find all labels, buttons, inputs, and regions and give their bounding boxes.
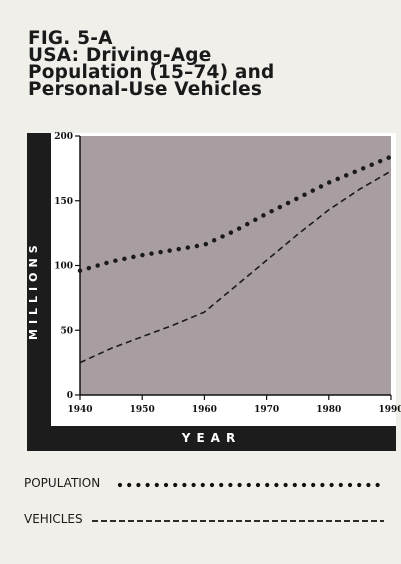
figure-title-line: Population (15–74) and: [28, 62, 275, 83]
legend-vehicles-label: VEHICLES: [24, 512, 83, 526]
y-axis-band: [27, 133, 51, 451]
series-vehicles-line: [79, 170, 392, 364]
figure-title-line: Personal-Use Vehicles: [28, 79, 263, 100]
figure-title: FIG. 5-A USA: Driving-Age Population (15…: [28, 28, 388, 100]
x-axis-label: YEAR: [181, 431, 242, 445]
legend-population: POPULATION: [24, 476, 394, 492]
x-tick-label: 1940: [67, 405, 92, 415]
y-tick-label: 0: [67, 391, 73, 401]
legend-population-marker: [117, 482, 389, 488]
y-tick-label: 50: [60, 326, 73, 336]
series-population-line: [77, 154, 394, 273]
x-tick-label: 1950: [130, 405, 155, 415]
y-tick-label: 200: [54, 132, 73, 142]
y-tick-label: 100: [54, 262, 73, 272]
legend-vehicles: VEHICLES: [24, 512, 394, 528]
legend-vehicles-marker: [92, 520, 384, 522]
y-tick-label: 150: [54, 197, 73, 207]
legend-population-label: POPULATION: [24, 476, 101, 490]
x-tick-label: 1960: [192, 405, 217, 415]
x-tick-label: 1990: [378, 405, 401, 415]
figure-title-line: FIG. 5-A: [28, 28, 113, 49]
figure-title-line: USA: Driving-Age: [28, 45, 212, 66]
x-tick-label: 1980: [316, 405, 341, 415]
x-tick-label: 1970: [254, 405, 279, 415]
x-axis-band: [27, 426, 396, 451]
